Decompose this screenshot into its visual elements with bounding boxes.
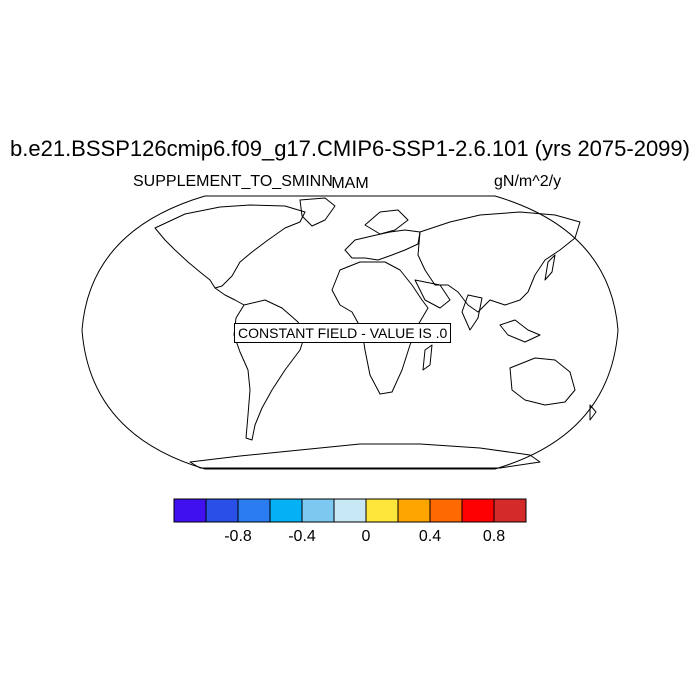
colorbar-box <box>333 498 367 523</box>
colorbar-tick-label: -0.8 <box>224 528 252 545</box>
units-label: gN/m^2/y <box>494 173 562 190</box>
colorbar-box <box>205 498 239 523</box>
colorbar-tick-label: 0.8 <box>482 528 506 545</box>
map-outline <box>81 195 619 470</box>
colorbar-box <box>493 498 527 523</box>
colorbar-box <box>397 498 431 523</box>
colorbar-box <box>269 498 303 523</box>
variable-name: SUPPLEMENT_TO_SMINN <box>133 173 333 190</box>
colorbar-box <box>301 498 335 523</box>
constant-field-label: CONSTANT FIELD - VALUE IS .0 <box>234 323 452 343</box>
coastlines <box>154 197 597 469</box>
colorbar-box <box>173 498 207 523</box>
colorbar-tick-label: 0 <box>361 528 371 545</box>
colorbar-box <box>429 498 463 523</box>
colorbar-box <box>237 498 271 523</box>
colorbar-box <box>365 498 399 523</box>
plot-title: b.e21.BSSP126cmip6.f09_g17.CMIP6-SSP1-2.… <box>10 136 690 161</box>
colorbar-tick-label: -0.4 <box>288 528 316 545</box>
colorbar-tick-label: 0.4 <box>418 528 442 545</box>
colorbar-box <box>461 498 495 523</box>
season-label: MAM <box>331 175 369 192</box>
